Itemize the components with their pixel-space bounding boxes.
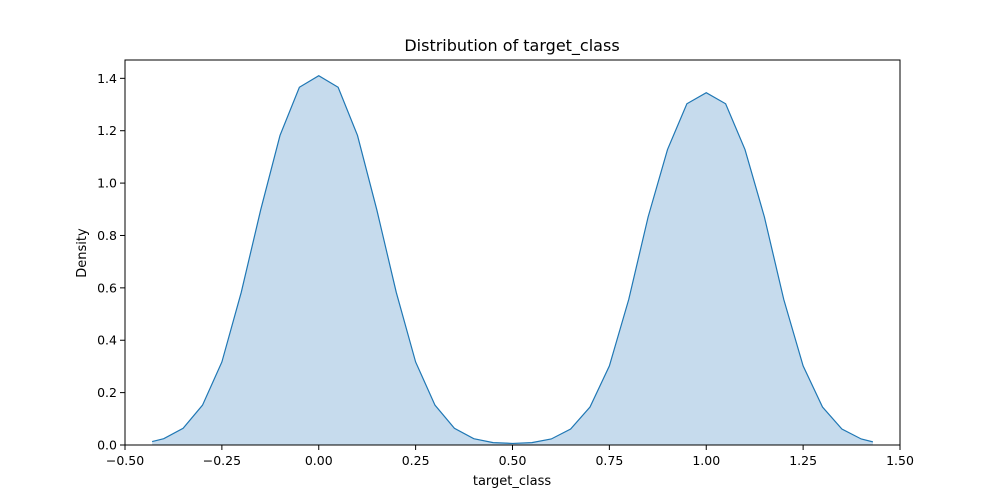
y-axis: 0.0 0.2 0.4 0.6 0.8 1.0 1.2 1.4	[97, 71, 125, 453]
x-tick-label: 1.25	[789, 453, 817, 468]
y-tick-label: 1.0	[97, 176, 117, 191]
density-line	[151, 75, 874, 445]
y-tick-label: 0.8	[97, 228, 117, 243]
y-tick-label: 0.4	[97, 333, 117, 348]
x-tick-label: 0.75	[595, 453, 623, 468]
x-tick-label: 0.50	[499, 453, 527, 468]
density-area	[152, 75, 873, 446]
x-axis-label: target_class	[473, 474, 552, 489]
chart-title: Distribution of target_class	[404, 36, 619, 56]
x-tick-label: 0.25	[402, 453, 430, 468]
y-axis-label: Density	[75, 228, 90, 278]
x-axis: −0.50 −0.25 0.00 0.25 0.50 0.75 1.00 1.25 1.50	[106, 445, 914, 468]
x-tick-label: 1.00	[692, 453, 720, 468]
y-tick-label: 0.2	[97, 385, 117, 400]
x-tick-label: 1.50	[886, 453, 914, 468]
x-tick-label: −0.25	[203, 453, 241, 468]
plot-area	[151, 75, 874, 446]
x-tick-label: −0.50	[106, 453, 144, 468]
y-tick-label: 1.4	[97, 71, 117, 86]
x-tick-label: 0.00	[305, 453, 333, 468]
y-tick-label: 0.0	[97, 438, 117, 453]
y-tick-label: 1.2	[97, 123, 117, 138]
y-tick-label: 0.6	[97, 280, 117, 295]
